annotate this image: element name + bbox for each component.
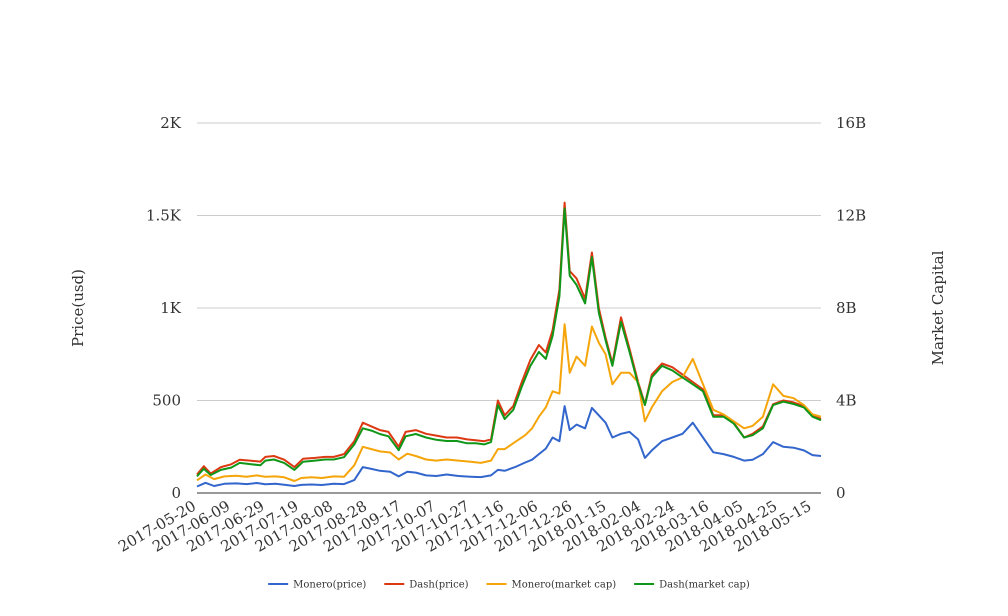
- gridlines: [197, 122, 821, 494]
- y-right-tick-label: 12B: [836, 207, 866, 225]
- y-left-tick-label: 1.5K: [146, 207, 182, 225]
- y-right-tick-label: 16B: [836, 114, 866, 132]
- y-right-tick-label: 4B: [836, 392, 857, 410]
- y-axis-left-ticks: 0 500 1K 1.5K 2K: [146, 114, 182, 502]
- y-left-tick-label: 0: [171, 484, 181, 502]
- y-left-tick-label: 500: [152, 392, 181, 410]
- x-axis-ticks: 2017-05-202017-06-092017-06-292017-07-19…: [115, 497, 814, 556]
- y-left-tick-label: 1K: [160, 299, 182, 317]
- legend-label-monero-price: Monero(price): [293, 580, 366, 591]
- series-line-monero-market-cap: [196, 323, 822, 482]
- y-right-tick-label: 0: [836, 484, 846, 502]
- series-line-dash-market-cap: [196, 207, 822, 478]
- legend: Monero(price) Dash(price) Monero(market ca…: [268, 580, 750, 591]
- y-axis-left-title: Price(usd): [69, 269, 87, 347]
- legend-label-monero-market-cap: Monero(market cap): [512, 580, 617, 591]
- y-left-tick-label: 2K: [160, 114, 182, 132]
- legend-label-dash-price: Dash(price): [409, 580, 468, 591]
- series-lines: [196, 201, 822, 488]
- y-axis-right-title: Market Capital: [929, 250, 947, 365]
- series-line-dash-price: [196, 201, 822, 476]
- series-line-monero-price: [196, 405, 822, 488]
- legend-label-dash-market-cap: Dash(market cap): [659, 580, 750, 591]
- y-axis-right-ticks: 0 4B 8B 12B 16B: [836, 114, 866, 502]
- y-right-tick-label: 8B: [836, 299, 857, 317]
